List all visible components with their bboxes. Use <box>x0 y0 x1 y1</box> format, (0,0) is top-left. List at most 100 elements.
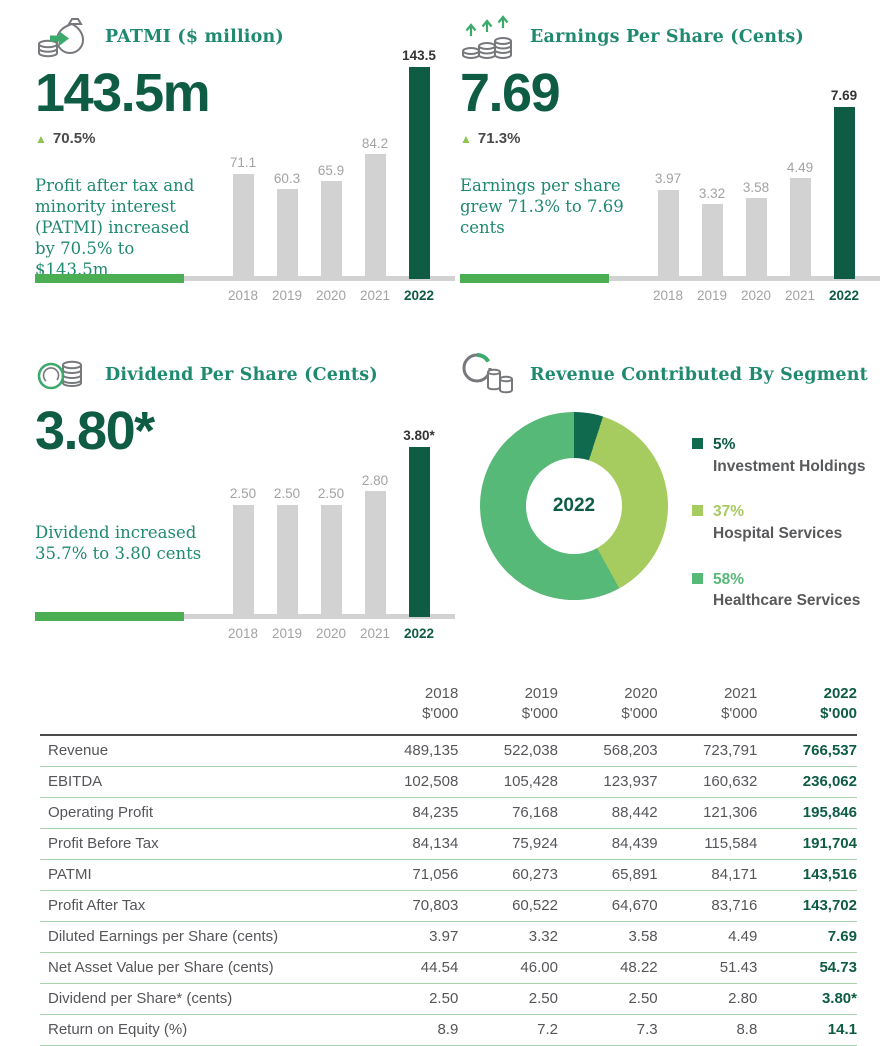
legend-text: 37% Hospital Services <box>713 501 842 544</box>
table-row: Dividend per Share* (cents) 2.50 2.50 2.50 2… <box>40 983 857 1015</box>
bar-value-label: 60.3 <box>273 170 301 186</box>
cell-2019: 7.2 <box>458 1014 558 1046</box>
bar-value-label: 2.80 <box>361 472 389 488</box>
bar-year-label: 2019 <box>271 287 303 303</box>
cell-2020: 65,891 <box>557 859 658 891</box>
legend-item-healthcare-services: 58% Healthcare Services <box>692 569 865 612</box>
cell-2021: 121,306 <box>657 797 758 829</box>
donut-center-label: 2022 <box>552 495 596 516</box>
eps-description: Earnings per share grew 71.3% to 7.69 ce… <box>460 176 624 238</box>
legend-text: 5% Investment Holdings <box>713 434 865 477</box>
cell-2022: 236,062 <box>757 766 857 798</box>
bar-2022 <box>833 106 855 279</box>
cell-2020: 7.3 <box>557 1014 658 1046</box>
table-row: Diluted Earnings per Share (cents) 3.97 3.… <box>40 921 857 953</box>
panel-segments-header: Revenue Contributed By Segment <box>460 350 880 400</box>
bar-year-label: 2022 <box>403 287 435 303</box>
bar-year-label: 2022 <box>828 287 860 303</box>
cell-2022: 3.80* <box>757 983 857 1015</box>
bar-year-label: 2021 <box>359 287 391 303</box>
cell-2019: 60,273 <box>458 859 558 891</box>
bar-year-label: 2019 <box>271 625 303 641</box>
cell-2018: 3.97 <box>358 921 459 953</box>
cell-2022: 54.73 <box>757 952 857 984</box>
column-header-2022: 2022 $'000 <box>757 684 857 736</box>
bar-value-label: 2.50 <box>317 486 345 502</box>
panel-eps: Earnings Per Share (Cents) 7.69 ▲ 71.3% E… <box>460 12 880 302</box>
patmi-description: Profit after tax and minority interest (… <box>35 176 195 280</box>
cell-2019: 3.32 <box>458 921 558 953</box>
bar-value-label: 2.50 <box>273 486 301 502</box>
bar-value-label: 3.32 <box>698 185 726 201</box>
bar-2019 <box>701 204 723 279</box>
cell-2022: 14.1 <box>757 1014 857 1046</box>
bar-2018 <box>232 504 254 617</box>
bar-column-2022: 3.80* 2022 <box>397 429 441 640</box>
row-label: Dividend per Share* (cents) <box>40 983 359 1015</box>
cell-2019: 75,924 <box>458 828 558 860</box>
dividend-description: Dividend increased 35.7% to 3.80 cents <box>35 523 202 564</box>
cell-2021: 723,791 <box>657 734 758 767</box>
panel-title: Dividend Per Share (Cents) <box>105 365 378 385</box>
bar-value-label: 71.1 <box>229 155 257 170</box>
eps-change: ▲ 71.3% <box>460 130 880 147</box>
column-header-empty <box>40 684 359 736</box>
legend-label: Hospital Services <box>713 525 843 543</box>
cell-2018: 8.9 <box>358 1014 459 1046</box>
panel-patmi-header: PATMI ($ million) <box>35 12 455 62</box>
bar-2022 <box>408 66 430 279</box>
bar-2018 <box>232 173 254 279</box>
bar-2020 <box>320 181 342 279</box>
table-row: Operating Profit 84,235 76,168 88,442 121,30… <box>40 797 857 829</box>
bar-value-label: 143.5 <box>402 48 436 63</box>
financial-summary-table: 2018 $'000 2019 $'000 2020 $'000 2021 $'000 2022… <box>40 684 857 1046</box>
table-row: Profit After Tax 70,803 60,522 64,670 83,716… <box>40 890 857 922</box>
bar-2022 <box>408 446 430 617</box>
column-header-2020: 2020 $'000 <box>557 684 658 736</box>
bar-value-label: 65.9 <box>317 162 345 178</box>
panel-title: Revenue Contributed By Segment <box>530 365 868 385</box>
bar-column-2020: 2.50 2020 <box>309 429 353 640</box>
bar-value-label: 4.49 <box>786 159 814 175</box>
bar-2021 <box>364 491 386 617</box>
bar-value-label: 3.97 <box>654 171 682 187</box>
kpi-panel-grid: PATMI ($ million) 143.5m ▲ 70.5% Profit a… <box>35 12 880 640</box>
bar-value-label: 7.69 <box>830 88 858 103</box>
eps-bar-chart: 3.97 2018 3.32 2019 3.58 2020 4.49 2021 7.69 2022 <box>646 89 866 302</box>
patmi-big-number: 143.5m <box>35 63 211 123</box>
bar-column-2021: 4.49 2021 <box>778 89 822 302</box>
table-row: Return on Equity (%) 8.9 7.2 7.3 8.8 14.1 <box>40 1014 857 1046</box>
bar-column-2018: 71.1 2018 <box>221 49 265 302</box>
cell-2022: 7.69 <box>757 921 857 953</box>
legend-percent: 37% <box>713 503 745 521</box>
bar-column-2019: 2.50 2019 <box>265 429 309 640</box>
bar-column-2022: 143.5 2022 <box>397 49 441 302</box>
legend-percent: 58% <box>713 570 745 588</box>
cell-2021: 115,584 <box>657 828 758 860</box>
cell-2019: 60,522 <box>458 890 558 922</box>
legend-swatch <box>692 505 703 517</box>
bar-column-2019: 3.32 2019 <box>690 89 734 302</box>
up-triangle-icon: ▲ <box>460 132 472 146</box>
eps-big-number: 7.69 <box>460 63 561 123</box>
table-header-row: 2018 $'000 2019 $'000 2020 $'000 2021 $'000 2022… <box>40 684 857 736</box>
cell-2021: 8.8 <box>657 1014 758 1046</box>
cell-2018: 84,134 <box>358 828 459 860</box>
baseline-green-segment <box>460 274 610 283</box>
patmi-change: ▲ 70.5% <box>35 130 455 147</box>
cell-2022: 191,704 <box>757 828 857 860</box>
cell-2021: 4.49 <box>657 921 758 953</box>
panel-dividend-header: Dividend Per Share (Cents) <box>35 350 455 400</box>
bar-year-label: 2018 <box>227 287 259 303</box>
legend-percent: 5% <box>713 436 736 453</box>
bar-value-label: 84.2 <box>361 135 389 151</box>
legend-swatch <box>692 438 703 449</box>
bar-value-label: 2.50 <box>229 486 257 502</box>
bar-2019 <box>276 189 298 279</box>
table-row: Revenue 489,135 522,038 568,203 723,791 766,5… <box>40 734 857 767</box>
bar-2020 <box>320 504 342 617</box>
dividend-big-number: 3.80* <box>35 401 155 461</box>
revenue-donut-chart: 2022 <box>480 412 668 600</box>
cell-2019: 522,038 <box>458 734 558 767</box>
row-label: Diluted Earnings per Share (cents) <box>40 921 359 953</box>
